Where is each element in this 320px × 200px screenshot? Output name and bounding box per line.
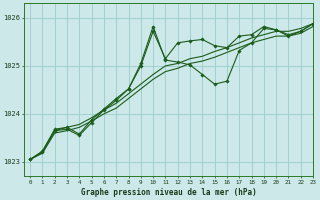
X-axis label: Graphe pression niveau de la mer (hPa): Graphe pression niveau de la mer (hPa) — [81, 188, 256, 197]
